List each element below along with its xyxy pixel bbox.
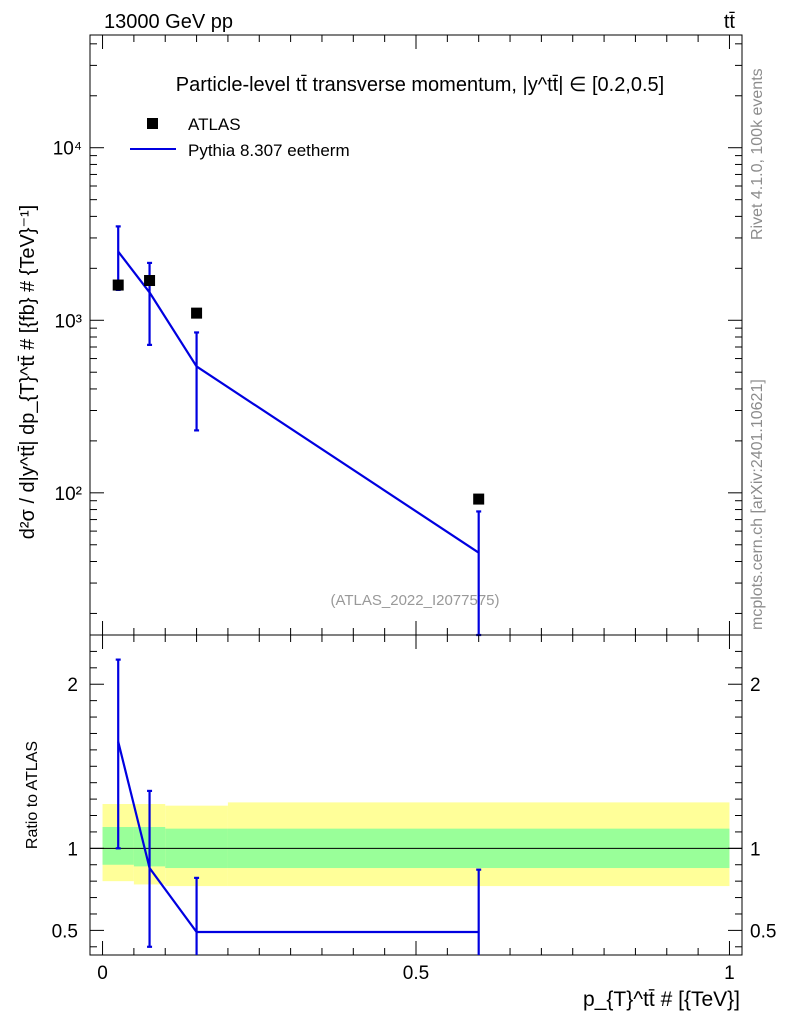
x-tick-label: 0.5 [403,963,429,984]
pythia-line [117,250,480,554]
header-process-label: tt̄ [724,11,736,33]
legend-atlas-label: ATLAS [188,115,241,134]
mcplots-label: mcplots.cern.ch [arXiv:2401.10621] [749,379,766,630]
atlas-data-point [144,275,156,287]
chart-title: Particle-level tt̄ transverse momentum, … [176,74,664,96]
ratio-y-tick-label-right: 1 [750,839,761,860]
ratio-panel: 0.5 0.5 1 1 2 2 0 0.5 1 Ratio to ATLAS [24,634,776,984]
ratio-y-tick-label: 0.5 [52,921,78,942]
y-tick-label: 10² [55,484,82,505]
ratio-y-tick-label: 2 [67,675,78,696]
x-axis-label: p_{T}^tt̄ # [{TeV}] [583,988,740,1011]
y-axis-label: d²σ / d|y^tt̄| dp_{T}^tt̄ # [{fb} # {TeV… [17,205,39,539]
ratio-panel-frame [89,634,743,956]
y-tick-label: 10⁴ [53,139,82,160]
header-energy-label: 13000 GeV pp [104,11,233,33]
main-panel: Particle-level tt̄ transverse momentum, … [17,34,743,637]
ratio-y-tick-label: 1 [67,839,78,860]
x-tick-label: 0 [97,963,108,984]
ratio-y-tick-label-right: 0.5 [750,921,776,942]
atlas-data-point [191,307,203,319]
y-tick-label: 10³ [55,311,82,332]
legend: ATLAS Pythia 8.307 eetherm [130,115,350,160]
legend-pythia-label: Pythia 8.307 eetherm [188,141,350,160]
pythia-ratio-line [117,741,479,934]
atlas-data-point [112,279,124,291]
rivet-version-label: Rivet 4.1.0, 100k events [749,68,766,240]
analysis-tag: (ATLAS_2022_I2077575) [330,592,499,609]
legend-atlas-marker [147,118,158,129]
ratio-y-axis-label: Ratio to ATLAS [24,741,41,849]
x-tick-label: 1 [724,963,735,984]
atlas-data-point [473,493,485,505]
ratio-y-tick-label-right: 2 [750,675,761,696]
